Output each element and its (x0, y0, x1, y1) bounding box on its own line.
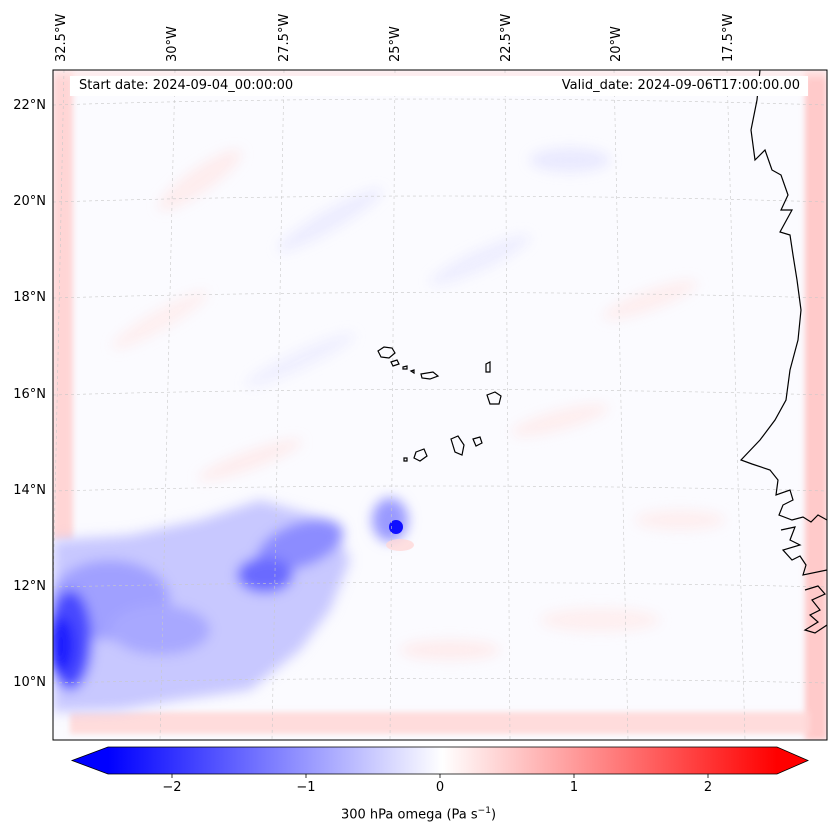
map-area (53, 70, 827, 740)
colorbar-extend-min (72, 747, 108, 774)
colorbar-extend-max (777, 747, 808, 774)
lat-label: 12°N (13, 579, 46, 594)
graticule (53, 70, 827, 740)
ascent-maximum (389, 520, 403, 534)
lat-label: 16°N (13, 387, 46, 402)
lon-label: 27.5°W (277, 13, 292, 62)
map-frame (52, 69, 828, 741)
colorbar-label-exponent: −1 (477, 806, 491, 816)
lat-label: 18°N (13, 290, 46, 305)
omega-field-background (112, 148, 725, 660)
colorbar-tick-label: 1 (569, 780, 579, 795)
lon-label: 22.5°W (499, 13, 514, 62)
lon-label: 32.5°W (54, 13, 69, 62)
valid-date-text: Valid_date: 2024-09-06T17:00:00.00 (561, 78, 800, 93)
cape-verde-islands (377, 346, 502, 462)
lat-label: 22°N (13, 98, 46, 113)
info-band (70, 76, 808, 96)
descent-patch (386, 539, 414, 551)
colorbar-fill (108, 747, 777, 774)
start-date-text: Start date: 2024-09-04_00:00:00 (79, 78, 294, 93)
lat-label: 14°N (13, 483, 46, 498)
colorbar-label-close: ) (490, 807, 497, 823)
colorbar (70, 746, 810, 778)
colorbar-label: 300 hPa omega (Pa s−1) (0, 806, 837, 822)
lat-label: 10°N (13, 675, 46, 690)
lon-label: 30°W (165, 26, 180, 62)
colorbar-outline (70, 746, 810, 775)
ascent-region (53, 498, 408, 712)
colorbar-tick-label: 2 (703, 780, 713, 795)
lat-label: 20°N (13, 194, 46, 209)
lon-label: 20°W (609, 26, 624, 62)
boundary-artifacts (53, 70, 827, 740)
colorbar-tick-label: 0 (435, 780, 445, 795)
colorbar-label-main: 300 hPa omega (Pa s (340, 807, 478, 823)
colorbar-tick-label: −1 (296, 780, 316, 795)
africa-coastline (739, 70, 827, 634)
colorbar-tick-label: −2 (162, 780, 182, 795)
lon-label: 17.5°W (721, 13, 736, 62)
lon-label: 25°W (388, 26, 403, 62)
